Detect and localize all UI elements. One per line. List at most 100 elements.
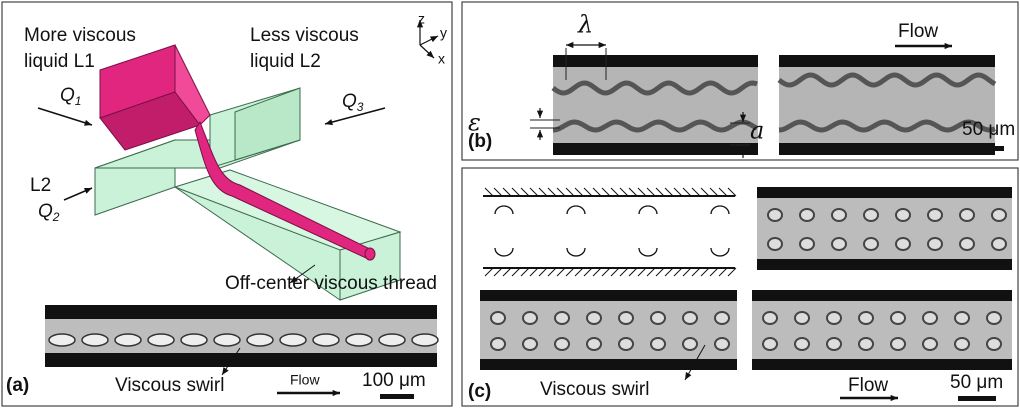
swirl <box>491 338 505 350</box>
hatch <box>557 268 565 276</box>
hatch <box>539 188 547 196</box>
swirl <box>891 338 905 350</box>
swirl <box>795 338 809 350</box>
swirl <box>955 338 969 350</box>
panel-label: (a) <box>6 375 29 396</box>
scale-bar-label: 100 μm <box>362 370 426 391</box>
hatch <box>692 188 700 196</box>
swirl-arrow <box>711 248 729 256</box>
arrow-head <box>685 372 691 380</box>
swirl <box>864 238 878 250</box>
swirl <box>955 312 969 324</box>
drawings <box>38 20 1012 401</box>
arrow-head <box>891 395 898 401</box>
swirl <box>768 209 782 221</box>
swirl <box>928 209 942 221</box>
swirl <box>379 334 405 346</box>
swirl <box>214 334 240 346</box>
axis-y: y <box>440 25 447 41</box>
swirl <box>832 238 846 250</box>
swirl <box>800 238 814 250</box>
hatch <box>665 188 673 196</box>
hatch <box>656 188 664 196</box>
swirl <box>49 334 75 346</box>
scale-bar <box>966 146 1004 151</box>
hatch <box>485 188 493 196</box>
subscript: 2 <box>52 210 60 224</box>
swirl <box>587 312 601 324</box>
inlet-q3: Q3 <box>342 91 364 114</box>
scale-bar-label: 50 μm <box>962 119 1015 140</box>
scale-bar <box>958 396 996 401</box>
hatch <box>494 188 502 196</box>
swirl-arrow <box>495 206 513 214</box>
hatch <box>566 268 574 276</box>
swirl-arrow <box>495 248 513 256</box>
arrow <box>38 108 92 125</box>
swirl <box>587 338 601 350</box>
hatch <box>638 188 646 196</box>
scale-bar <box>380 394 414 399</box>
swirl <box>346 334 372 346</box>
hatch <box>557 188 565 196</box>
wall <box>480 290 737 301</box>
hatch <box>521 268 529 276</box>
hatch <box>548 268 556 276</box>
swirl <box>523 338 537 350</box>
symbol: Q <box>38 201 53 222</box>
swirl <box>763 312 777 324</box>
wall <box>779 55 995 67</box>
hatch <box>683 188 691 196</box>
swirl <box>960 238 974 250</box>
swirl <box>987 312 1001 324</box>
swirl <box>827 312 841 324</box>
axis-z: z <box>418 11 425 27</box>
wall <box>752 359 1012 370</box>
swirl <box>896 238 910 250</box>
hatch <box>656 268 664 276</box>
swirl <box>960 209 974 221</box>
swirl <box>181 334 207 346</box>
swirl-label: Viscous swirl <box>115 375 224 396</box>
hatch <box>728 188 736 196</box>
hatch <box>710 268 718 276</box>
hatch <box>665 268 673 276</box>
label-more-viscous: More viscous <box>24 25 136 46</box>
wall <box>553 55 758 67</box>
swirl <box>923 312 937 324</box>
micrograph <box>752 290 1012 370</box>
arrow-head <box>566 42 573 48</box>
hatch <box>683 268 691 276</box>
hatch <box>674 188 682 196</box>
hatch <box>692 268 700 276</box>
swirl <box>768 238 782 250</box>
hatch <box>584 268 592 276</box>
thread-label: Off-center viscous thread <box>225 273 437 294</box>
swirl <box>987 338 1001 350</box>
swirl <box>800 209 814 221</box>
hatch <box>629 268 637 276</box>
swirl <box>715 338 729 350</box>
hatch <box>593 188 601 196</box>
swirl-label: Viscous swirl <box>540 379 649 400</box>
swirl <box>859 338 873 350</box>
wall <box>45 305 437 319</box>
arrow-head <box>222 367 229 375</box>
hatch <box>611 268 619 276</box>
wall <box>779 143 995 155</box>
swirl <box>82 334 108 346</box>
hatch <box>584 188 592 196</box>
swirl-arrow <box>711 206 729 214</box>
swirl <box>715 312 729 324</box>
swirl <box>832 209 846 221</box>
subscript: 3 <box>357 100 364 114</box>
hatch <box>602 188 610 196</box>
swirl <box>795 312 809 324</box>
hatch <box>530 188 538 196</box>
swirl <box>619 312 633 324</box>
swirl <box>683 338 697 350</box>
swirl <box>148 334 174 346</box>
swirl <box>280 334 306 346</box>
inlet-liquid: L2 <box>30 175 51 196</box>
swirl <box>763 338 777 350</box>
